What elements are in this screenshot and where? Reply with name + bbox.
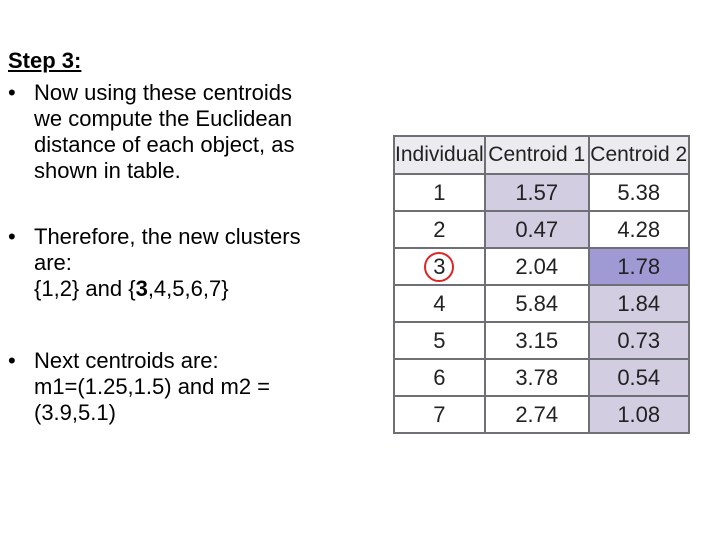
- cell-centroid-1: 2.74: [483, 395, 590, 434]
- header-centroid-2: Centroid 2: [587, 135, 690, 175]
- bullet-next-centroids: • Next centroids are: m1=(1.25,1.5) and …: [8, 348, 338, 426]
- bullet-line: Now using these centroids: [34, 80, 293, 105]
- header-centroid-1: Centroid 1: [483, 135, 590, 175]
- bullet-dot: •: [8, 80, 16, 105]
- bullet-new-clusters: • Therefore, the new clusters are: {1,2}…: [8, 224, 338, 302]
- table-row: 5 3.15 0.73: [393, 321, 690, 360]
- cell-individual: 7: [393, 395, 486, 434]
- cell-centroid-2: 1.08: [587, 395, 690, 434]
- cell-individual: 3: [393, 247, 486, 286]
- cell-centroid-2: 1.78: [587, 247, 690, 286]
- table-row: 1 1.57 5.38: [393, 173, 690, 212]
- cell-individual: 1: [393, 173, 486, 212]
- clusters-line: {1,2} and {3,4,5,6,7}: [34, 276, 338, 302]
- cell-centroid-1: 5.84: [483, 284, 590, 323]
- bullet-line: we compute the Euclidean: [34, 106, 293, 131]
- clusters-bold-item: 3: [135, 276, 148, 301]
- bullet-line: are:: [34, 250, 72, 275]
- cell-centroid-2: 0.54: [587, 358, 690, 397]
- cell-centroid-2: 1.84: [587, 284, 690, 323]
- cell-individual: 6: [393, 358, 486, 397]
- bullet-line: Therefore, the new clusters: [34, 224, 301, 249]
- bullet-line: distance of each object, as: [34, 132, 295, 157]
- bullet-line: m1=(1.25,1.5) and m2 =: [34, 374, 271, 399]
- cell-centroid-1: 2.04: [483, 247, 590, 286]
- bullet-dot: •: [8, 224, 16, 249]
- clusters-suffix: ,4,5,6,7}: [147, 276, 229, 301]
- cell-centroid-2: 0.73: [587, 321, 690, 360]
- cell-centroid-1: 1.57: [483, 173, 590, 212]
- slide-text: Step 3: • Now using these centroids we c…: [8, 48, 338, 426]
- clusters-prefix: {1,2} and {: [34, 276, 136, 301]
- table-row: 4 5.84 1.84: [393, 284, 690, 323]
- table-row: 2 0.47 4.28: [393, 210, 690, 249]
- cell-centroid-1: 3.15: [483, 321, 590, 360]
- cell-centroid-1: 3.78: [483, 358, 590, 397]
- table-row: 6 3.78 0.54: [393, 358, 690, 397]
- cell-individual: 4: [393, 284, 486, 323]
- cell-centroid-2: 4.28: [587, 210, 690, 249]
- step-title: Step 3:: [8, 48, 82, 73]
- bullet-line: shown in table.: [34, 158, 181, 183]
- distance-table: Individual Centroid 1 Centroid 2 1 1.57 …: [393, 135, 690, 434]
- header-individual: Individual: [393, 135, 486, 175]
- cell-individual: 2: [393, 210, 486, 249]
- red-circle-highlight: 3: [424, 251, 455, 282]
- bullet-line: (3.9,5.1): [34, 400, 116, 425]
- bullet-compute-distance: • Now using these centroids we compute t…: [8, 80, 338, 184]
- table-row: 3 2.04 1.78: [393, 247, 690, 286]
- bullet-line: Next centroids are:: [34, 348, 219, 373]
- cell-centroid-2: 5.38: [587, 173, 690, 212]
- bullet-dot: •: [8, 348, 16, 373]
- table-header-row: Individual Centroid 1 Centroid 2: [393, 135, 690, 175]
- cell-individual: 5: [393, 321, 486, 360]
- table-row: 7 2.74 1.08: [393, 395, 690, 434]
- cell-centroid-1: 0.47: [483, 210, 590, 249]
